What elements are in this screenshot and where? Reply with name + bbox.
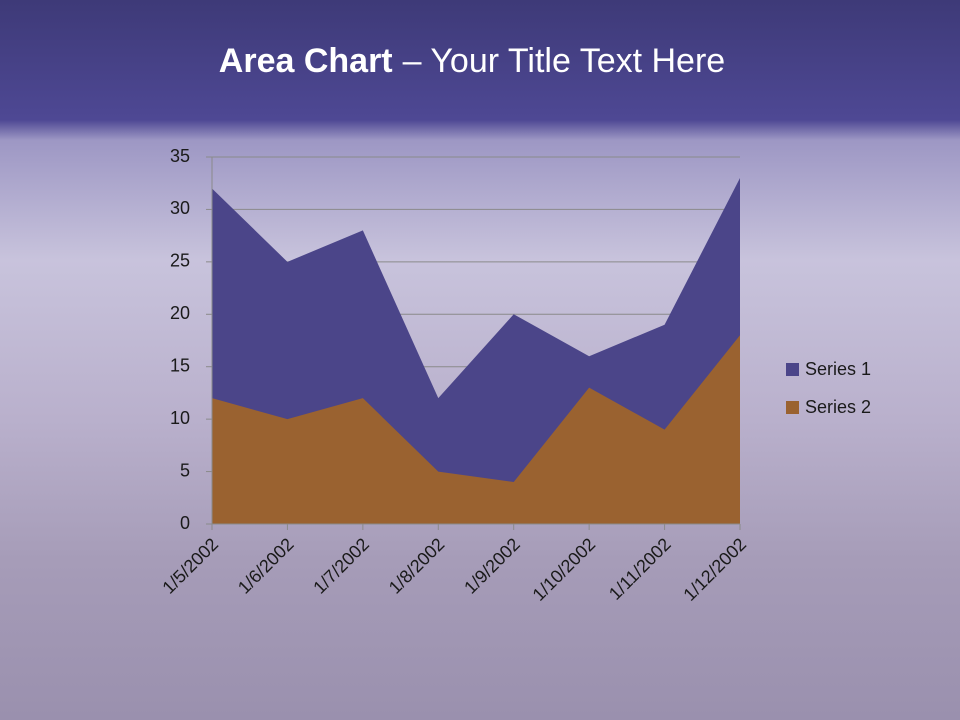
x-tick-label: 1/6/2002 bbox=[234, 534, 298, 598]
slide-title: Area Chart – Your Title Text Here bbox=[219, 42, 725, 80]
y-tick-label: 5 bbox=[180, 460, 190, 480]
y-tick-label: 25 bbox=[170, 251, 190, 271]
y-tick-label: 35 bbox=[170, 146, 190, 166]
legend-swatch bbox=[786, 363, 799, 376]
x-tick-label: 1/11/2002 bbox=[605, 534, 675, 604]
area bbox=[212, 335, 740, 524]
x-tick-label: 1/5/2002 bbox=[158, 534, 222, 598]
title-text: – Your Title Text Here bbox=[403, 42, 726, 80]
x-tick-label: 1/9/2002 bbox=[460, 534, 524, 598]
y-tick-label: 30 bbox=[170, 198, 190, 218]
legend-swatch bbox=[786, 401, 799, 414]
y-tick-label: 0 bbox=[180, 513, 190, 533]
title-emphasis: Area Chart bbox=[219, 42, 393, 80]
legend-label: Series 2 bbox=[805, 397, 871, 417]
y-tick-label: 10 bbox=[170, 408, 190, 428]
x-tick-label: 1/10/2002 bbox=[529, 534, 600, 605]
x-tick-label: 1/8/2002 bbox=[385, 534, 449, 598]
x-tick-label: 1/12/2002 bbox=[679, 534, 750, 605]
legend-label: Series 1 bbox=[805, 359, 871, 379]
y-tick-label: 20 bbox=[170, 303, 190, 323]
x-tick-label: 1/7/2002 bbox=[309, 534, 373, 598]
y-tick-label: 15 bbox=[170, 355, 190, 375]
